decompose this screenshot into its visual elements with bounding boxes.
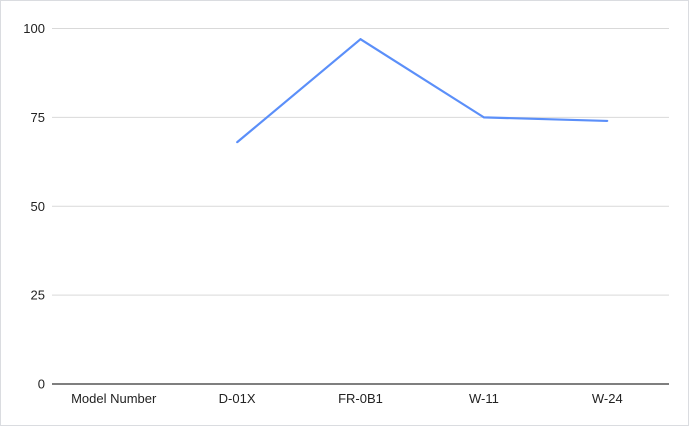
- data-point: [236, 141, 239, 144]
- y-tick-label: 75: [31, 110, 45, 125]
- x-tick-label: FR-0B1: [338, 391, 383, 406]
- data-point: [482, 116, 485, 119]
- series-line: [236, 38, 608, 144]
- x-tick-label: W-24: [592, 391, 623, 406]
- x-tick-label: Model Number: [71, 391, 157, 406]
- y-tick-label: 0: [38, 377, 45, 392]
- y-tick-label: 25: [31, 288, 45, 303]
- y-tick-label: 50: [31, 199, 45, 214]
- x-tick-label: W-11: [469, 391, 499, 406]
- data-point: [359, 38, 362, 41]
- x-tick-label: D-01X: [219, 391, 256, 406]
- y-tick-label: 100: [23, 21, 45, 36]
- data-point: [606, 119, 609, 122]
